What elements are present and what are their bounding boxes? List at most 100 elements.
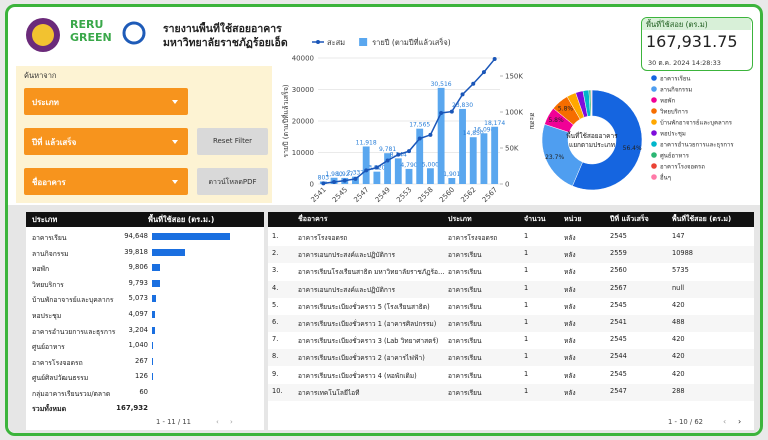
- title-line: รายงานพื้นที่ใช้สอยอาคาร: [163, 23, 282, 35]
- cell: 7.: [272, 335, 279, 344]
- cell: 420: [672, 300, 685, 309]
- bar: [416, 128, 424, 184]
- column-header: จำนวน: [524, 215, 546, 223]
- data-label: 803: [318, 174, 330, 181]
- legend-swatch: [651, 141, 657, 147]
- kpi-timestamp: 30 ต.ค. 2024 14:28:33: [648, 59, 721, 67]
- logo-seal-inner: [32, 24, 54, 46]
- cell: 2541: [610, 318, 627, 326]
- cell: หลัง: [564, 337, 576, 346]
- cell: 1: [524, 369, 529, 378]
- cell: อาคารเรียน: [448, 251, 482, 260]
- cell: 2544: [610, 352, 627, 361]
- data-label: 5,000: [422, 161, 439, 168]
- pie-center-text: พื้นที่ใช้สอยอาคาร: [566, 131, 618, 140]
- cell: หลัง: [564, 354, 576, 363]
- pie-label: 23.7%: [545, 154, 564, 161]
- row-label: หอประชุม: [32, 312, 62, 320]
- cell: 5735: [672, 266, 689, 275]
- y2-tick-label: 50K: [505, 145, 519, 153]
- line-point: [492, 57, 497, 62]
- legend-label: อาคารเรียน: [660, 75, 690, 83]
- cell: 1: [524, 232, 529, 240]
- page-next[interactable]: ›: [738, 417, 742, 426]
- cell: หลัง: [564, 320, 576, 328]
- cell: หลัง: [564, 388, 576, 397]
- dropdown[interactable]: ชื่ออาคาร: [24, 168, 188, 195]
- cell: 2545: [610, 369, 627, 378]
- line-point: [471, 81, 476, 86]
- cell: 1: [524, 318, 529, 326]
- dropdown-arrow: [172, 180, 178, 184]
- dropdown[interactable]: ประเภท: [24, 88, 188, 115]
- bar: [152, 264, 161, 272]
- column-header: ประเภท: [448, 215, 472, 223]
- page-prev[interactable]: ‹: [723, 417, 727, 426]
- cell: 2545: [610, 335, 627, 344]
- cell: 288: [672, 386, 685, 395]
- cell: หลัง: [564, 302, 576, 311]
- y-tick-label: 10000: [292, 149, 314, 157]
- cell: 6.: [272, 318, 279, 326]
- x-tick-label: 2547: [352, 186, 370, 204]
- cell: อาคารเรียน: [448, 354, 482, 363]
- line-point: [321, 181, 326, 186]
- data-label: 18,174: [484, 120, 505, 127]
- legend-label: อาคารอำนวยการและธุรการ: [660, 142, 734, 149]
- line-point: [460, 92, 465, 97]
- cell: 4.: [272, 283, 279, 292]
- data-label: 30,516: [431, 81, 452, 88]
- button[interactable]: Reset Filter: [197, 128, 268, 155]
- table-header: [268, 212, 754, 227]
- column-header: หน่วย: [564, 215, 582, 223]
- line-point: [439, 110, 444, 115]
- cell: 9.: [272, 369, 279, 378]
- page-next[interactable]: ›: [230, 418, 233, 426]
- column-header: ชื่ออาคาร: [298, 215, 328, 223]
- type-table: ประเภท พื้นที่ใช้สอย (ตร.ม.) อาคารเรียน 94,…: [26, 212, 264, 430]
- legend-swatch: [651, 86, 657, 92]
- legend-swatch: [359, 38, 368, 46]
- row-value: 126: [135, 372, 148, 381]
- legend-label: หอพัก: [660, 98, 676, 105]
- logo-swirl: [122, 21, 146, 45]
- cell: 5.: [272, 300, 279, 309]
- legend-label: สะสม: [327, 38, 345, 47]
- row-stripe: [268, 280, 754, 298]
- row-label: อาคารอำนวยการและธุรการ: [32, 327, 116, 336]
- dropdown[interactable]: ปีที่ แล้วเสร็จ: [24, 128, 188, 155]
- bar: [469, 137, 477, 184]
- row-label: ศูนย์ศิลปวัฒนธรรม: [32, 374, 89, 383]
- bar: [491, 126, 499, 184]
- cell: อาคารเอนกประสงค์และปฏิบัติการ: [298, 285, 396, 294]
- table-header: [26, 212, 264, 227]
- cell: 2567: [610, 283, 627, 292]
- row-value: 1,040: [128, 341, 148, 350]
- cell: อาคารเรียนระเบียงชั่วคราว 1 (อาคารศิลปกร…: [298, 320, 437, 328]
- cell: อาคารเรียน: [448, 268, 482, 277]
- y2-tick-label: 150K: [505, 73, 523, 81]
- row-value: 9,806: [128, 263, 148, 272]
- cell: อาคารเรียน: [448, 388, 482, 397]
- pie-slice: [572, 89, 643, 191]
- row-value: 3,204: [128, 325, 148, 334]
- bar: [426, 168, 434, 184]
- cell: 3.: [272, 266, 279, 275]
- page-prev[interactable]: ‹: [216, 418, 219, 426]
- row-label: หอพัก: [32, 265, 50, 274]
- pagination: 1 - 10 / 62: [668, 418, 704, 426]
- top-graphics: 0 10000 20000 30000 40000 0 50K 100K 150K รายปี (…: [26, 18, 734, 204]
- button[interactable]: ดาวน์โหลดPDF: [197, 168, 268, 195]
- bar: [152, 326, 155, 334]
- cell: 1: [524, 249, 529, 258]
- cell: หลัง: [564, 251, 576, 260]
- bar: [437, 87, 445, 184]
- bar: [362, 146, 370, 184]
- bar: [152, 342, 153, 350]
- cell: 1: [524, 300, 529, 309]
- dropdown-arrow: [172, 140, 178, 144]
- column-header: พื้นที่ใช้สอย (ตร.ม): [672, 215, 732, 223]
- cell: 1: [524, 266, 529, 275]
- legend-label: วิทยบริการ: [659, 109, 689, 116]
